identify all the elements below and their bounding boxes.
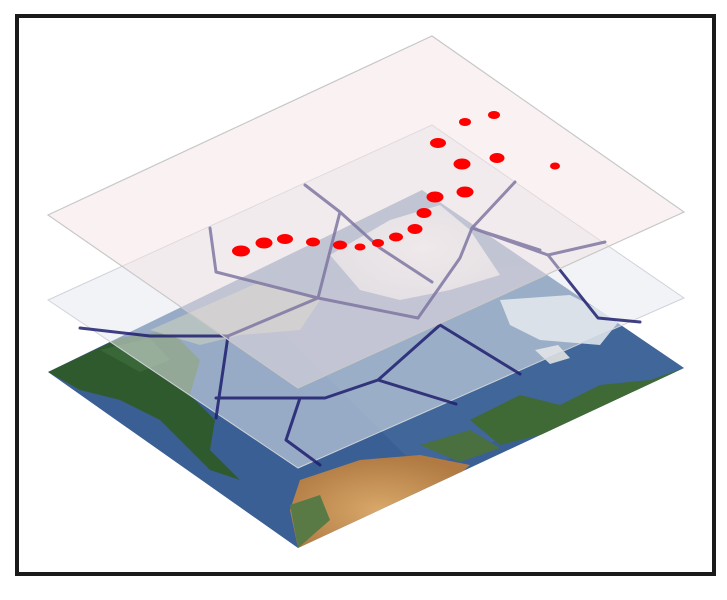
boundary-layer bbox=[46, 124, 686, 469]
point-marker bbox=[407, 224, 423, 234]
boundary-plane bbox=[46, 124, 686, 469]
europe-land bbox=[470, 368, 684, 445]
point-marker bbox=[426, 191, 444, 203]
point-marker bbox=[372, 239, 384, 247]
boundary-edge bbox=[78, 326, 230, 338]
point-marker bbox=[389, 232, 403, 242]
point-marker bbox=[550, 162, 560, 170]
boundary-edge bbox=[416, 226, 474, 320]
point-marker bbox=[456, 186, 474, 198]
africa-green bbox=[290, 495, 330, 548]
point-marker bbox=[459, 118, 471, 126]
africa-desert bbox=[290, 455, 470, 548]
point-marker bbox=[232, 245, 250, 257]
point-marker bbox=[416, 208, 432, 218]
boundary-edge bbox=[470, 180, 517, 230]
point-marker bbox=[277, 234, 293, 244]
point-marker bbox=[489, 153, 505, 163]
boundary-edge bbox=[208, 226, 320, 300]
boundary-edge bbox=[438, 323, 522, 376]
boundary-edge bbox=[226, 296, 320, 338]
points-plane bbox=[46, 35, 686, 389]
point-marker bbox=[453, 158, 471, 170]
point-marker bbox=[255, 237, 273, 249]
boundary-edge bbox=[316, 296, 420, 320]
point-marker bbox=[354, 243, 366, 251]
point-marker bbox=[333, 240, 347, 250]
point-marker bbox=[430, 138, 446, 148]
boundary-edge bbox=[376, 323, 458, 406]
boundary-edge bbox=[338, 210, 434, 284]
boundary-edge bbox=[284, 396, 322, 467]
points-layer bbox=[46, 35, 686, 389]
iberia-land bbox=[420, 430, 500, 462]
boundary-edge bbox=[546, 253, 642, 324]
point-marker bbox=[306, 237, 320, 247]
boundary-edge bbox=[214, 378, 380, 400]
boundary-edge bbox=[214, 334, 230, 420]
boundary-edge bbox=[470, 226, 542, 252]
point-marker bbox=[488, 111, 500, 119]
